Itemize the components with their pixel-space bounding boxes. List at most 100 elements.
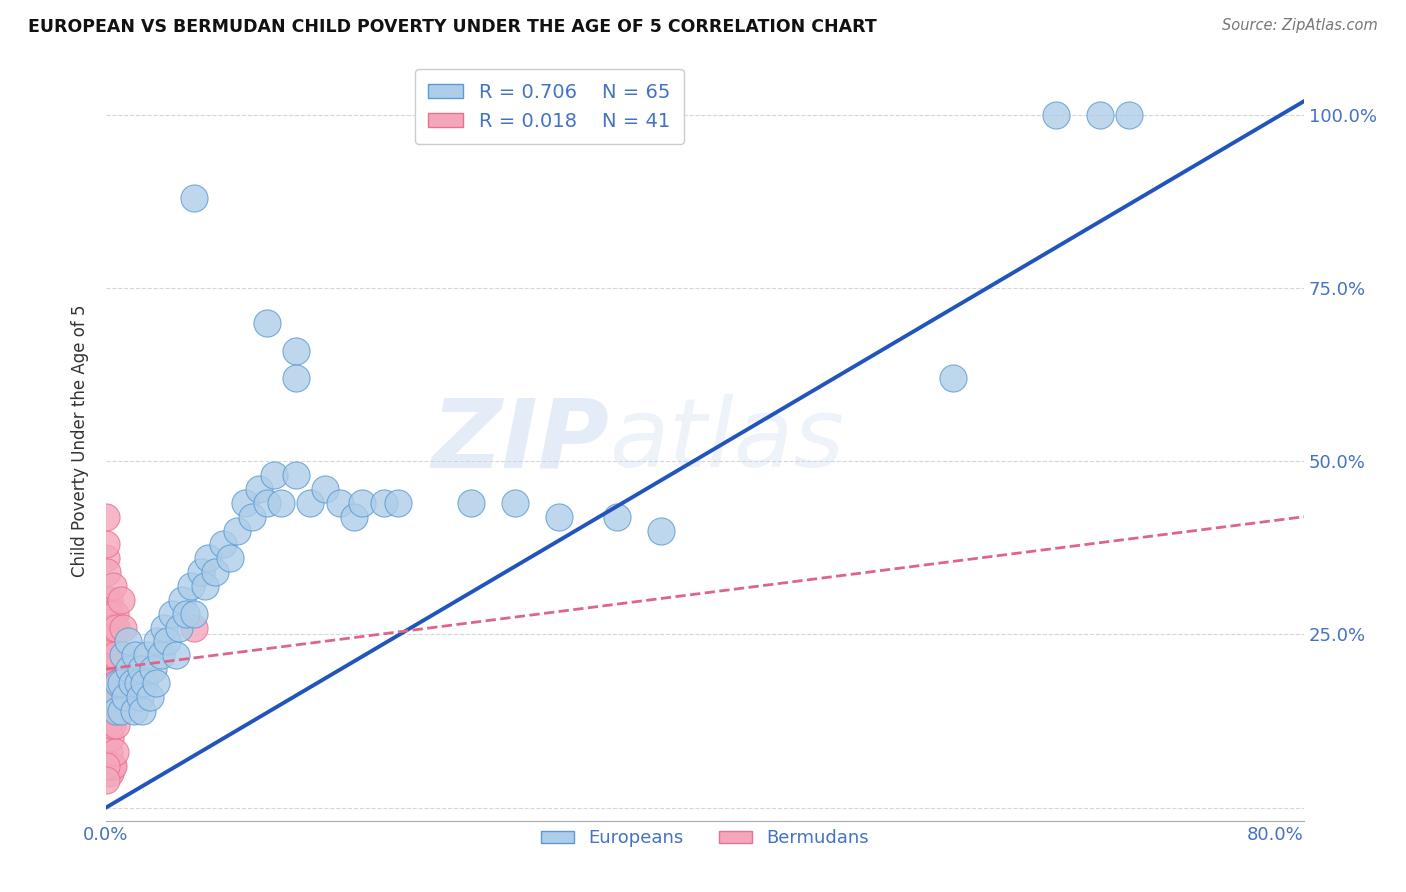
Point [150,648,173,663]
Point [110,592,132,607]
Point [96,565,118,579]
Point [129,662,152,676]
Point [98,731,121,746]
Point [98,766,121,780]
Point [226,524,249,538]
Point [153,621,176,635]
Point [194,579,217,593]
Point [350,496,373,510]
Point [284,468,307,483]
Point [197,551,219,566]
Point [650,524,672,538]
Point [329,496,352,510]
Point [104,648,127,663]
Point [103,662,125,676]
Point [110,676,132,690]
Point [96,607,118,621]
Point [100,717,122,731]
Point [96,690,118,704]
Point [94,509,117,524]
Point [97,634,120,648]
Point [105,676,128,690]
Point [284,371,307,385]
Point [94,772,117,787]
Point [132,676,155,690]
Point [299,496,322,510]
Point [97,592,120,607]
Point [103,690,125,704]
Point [170,592,193,607]
Point [219,551,242,566]
Point [547,509,569,524]
Text: EUROPEAN VS BERMUDAN CHILD POVERTY UNDER THE AGE OF 5 CORRELATION CHART: EUROPEAN VS BERMUDAN CHILD POVERTY UNDER… [28,18,877,36]
Point [112,648,135,663]
Point [94,551,117,566]
Point [100,676,122,690]
Point [97,745,120,759]
Point [146,634,169,648]
Point [263,468,285,483]
Point [94,759,117,773]
Point [114,690,136,704]
Point [94,621,117,635]
Point [606,509,628,524]
Point [128,690,150,704]
Point [103,704,125,718]
Legend: Europeans, Bermudans: Europeans, Bermudans [534,822,876,855]
Point [1118,108,1140,122]
Point [131,704,153,718]
Point [373,496,395,510]
Point [94,537,117,551]
Point [183,191,205,205]
Point [190,565,212,579]
Point [174,607,197,621]
Point [100,634,122,648]
Point [183,621,205,635]
Point [156,634,179,648]
Y-axis label: Child Poverty Under the Age of 5: Child Poverty Under the Age of 5 [72,304,89,577]
Text: atlas: atlas [609,394,844,487]
Point [211,537,233,551]
Point [256,316,278,330]
Point [103,579,125,593]
Point [117,634,139,648]
Point [1088,108,1111,122]
Point [139,690,162,704]
Point [104,607,127,621]
Point [118,662,141,676]
Point [387,496,409,510]
Point [270,496,292,510]
Point [160,607,183,621]
Point [240,509,263,524]
Point [127,676,149,690]
Point [105,704,128,718]
Point [142,662,165,676]
Point [97,717,120,731]
Point [343,509,366,524]
Point [183,607,205,621]
Point [165,648,187,663]
Point [97,676,120,690]
Point [167,621,190,635]
Point [460,496,482,510]
Point [96,662,118,676]
Point [107,676,129,690]
Point [122,704,145,718]
Point [104,690,127,704]
Point [94,592,117,607]
Point [105,717,128,731]
Point [121,676,143,690]
Point [503,496,526,510]
Point [135,648,157,663]
Point [103,621,125,635]
Point [942,371,965,385]
Point [98,607,121,621]
Point [145,676,167,690]
Text: Source: ZipAtlas.com: Source: ZipAtlas.com [1222,18,1378,33]
Point [100,759,122,773]
Point [96,634,118,648]
Point [103,759,125,773]
Point [105,621,128,635]
Point [104,745,127,759]
Point [284,343,307,358]
